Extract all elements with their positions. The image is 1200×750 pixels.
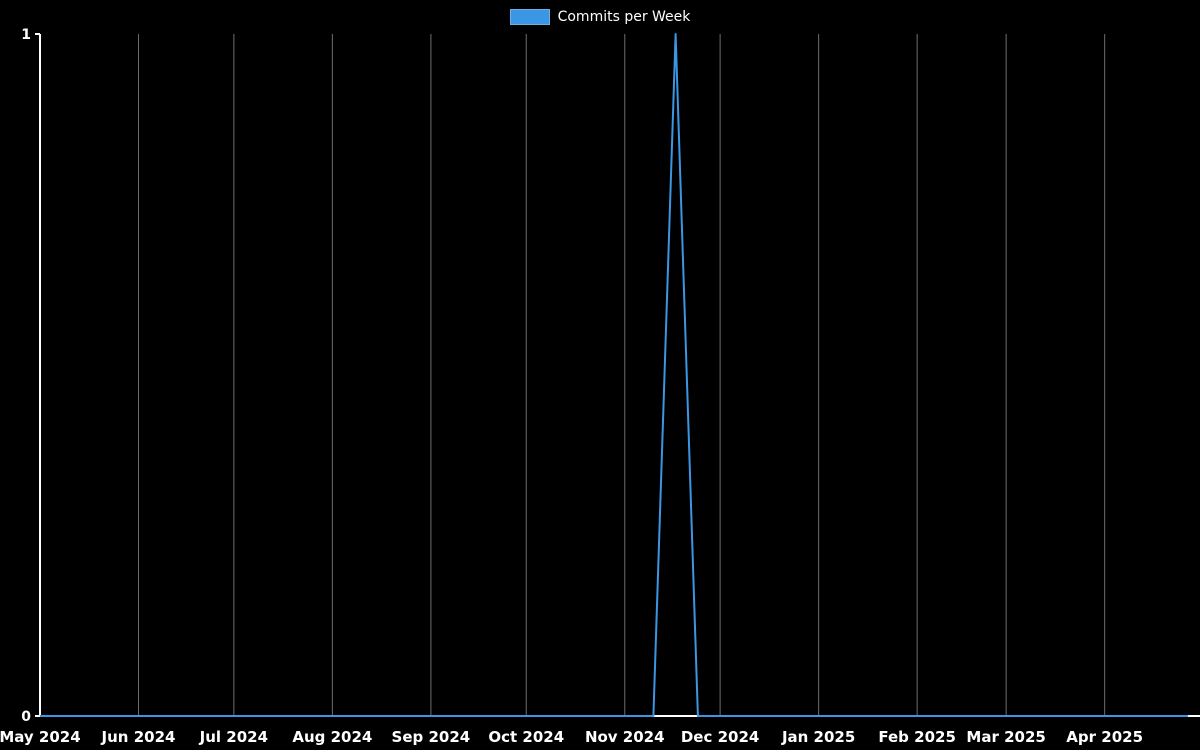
x-axis-tick-label: Jan 2025: [781, 728, 855, 746]
x-axis-tick-label: Feb 2025: [878, 728, 956, 746]
series-line-commits-per-week: [40, 33, 1189, 717]
x-axis-tick-label: Mar 2025: [966, 728, 1045, 746]
x-axis-tick-label: Jul 2024: [199, 728, 268, 746]
x-axis-tick-label: Apr 2025: [1066, 728, 1143, 746]
x-axis-tick-label: Jun 2024: [101, 728, 176, 746]
x-axis-tick-label: Nov 2024: [585, 728, 665, 746]
x-axis-tick-label: Sep 2024: [392, 728, 471, 746]
y-axis-tick-label: 1: [21, 27, 31, 43]
y-axis-tick-label: 0: [21, 709, 31, 725]
x-axis-tick-label: May 2024: [0, 728, 81, 746]
x-axis-tick-label: Aug 2024: [292, 728, 372, 746]
x-axis-tick-label: Oct 2024: [488, 728, 564, 746]
x-axis-tick-label: Dec 2024: [681, 728, 760, 746]
